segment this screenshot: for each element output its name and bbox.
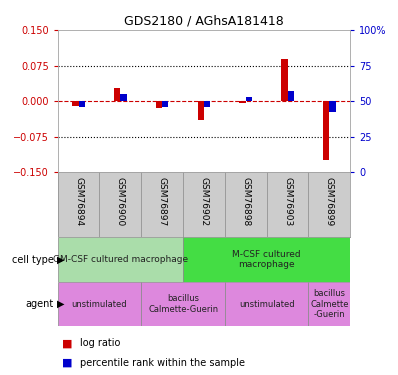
Title: GDS2180 / AGhsA181418: GDS2180 / AGhsA181418 xyxy=(124,15,284,27)
Text: unstimulated: unstimulated xyxy=(239,300,295,309)
Text: unstimulated: unstimulated xyxy=(72,300,127,309)
Text: M-CSF cultured
macrophage: M-CSF cultured macrophage xyxy=(232,250,301,269)
Bar xyxy=(330,101,336,112)
Text: ▶: ▶ xyxy=(57,255,64,265)
Text: percentile rank within the sample: percentile rank within the sample xyxy=(80,358,245,368)
Text: GSM76894: GSM76894 xyxy=(74,177,83,226)
Bar xyxy=(323,101,330,160)
Bar xyxy=(156,101,162,108)
Bar xyxy=(246,97,252,101)
Text: log ratio: log ratio xyxy=(80,338,120,348)
Bar xyxy=(58,282,141,326)
Bar xyxy=(79,101,85,107)
Bar xyxy=(58,237,183,282)
Bar xyxy=(141,282,225,326)
Bar xyxy=(183,237,350,282)
Text: ▶: ▶ xyxy=(57,299,64,309)
Text: ■: ■ xyxy=(62,338,72,348)
Bar xyxy=(225,282,308,326)
Text: bacillus
Calmette-Guerin: bacillus Calmette-Guerin xyxy=(148,294,218,314)
Text: GSM76900: GSM76900 xyxy=(116,177,125,226)
Text: cell type: cell type xyxy=(12,255,54,265)
Bar xyxy=(204,101,210,107)
Text: GSM76902: GSM76902 xyxy=(199,177,209,226)
Text: GSM76898: GSM76898 xyxy=(241,177,250,226)
Text: GM-CSF cultured macrophage: GM-CSF cultured macrophage xyxy=(53,255,188,264)
Bar xyxy=(240,101,246,104)
Bar xyxy=(72,101,79,106)
Bar xyxy=(121,94,127,101)
Bar xyxy=(281,59,288,101)
Text: GSM76903: GSM76903 xyxy=(283,177,292,226)
Text: bacillus
Calmette
-Guerin: bacillus Calmette -Guerin xyxy=(310,289,349,319)
Text: GSM76897: GSM76897 xyxy=(158,177,167,226)
Bar xyxy=(162,101,168,107)
Bar xyxy=(308,282,350,326)
Text: ■: ■ xyxy=(62,358,72,368)
Bar xyxy=(198,101,204,120)
Text: GSM76899: GSM76899 xyxy=(325,177,334,226)
Bar xyxy=(114,88,121,101)
Bar xyxy=(288,91,294,101)
Text: agent: agent xyxy=(25,299,54,309)
